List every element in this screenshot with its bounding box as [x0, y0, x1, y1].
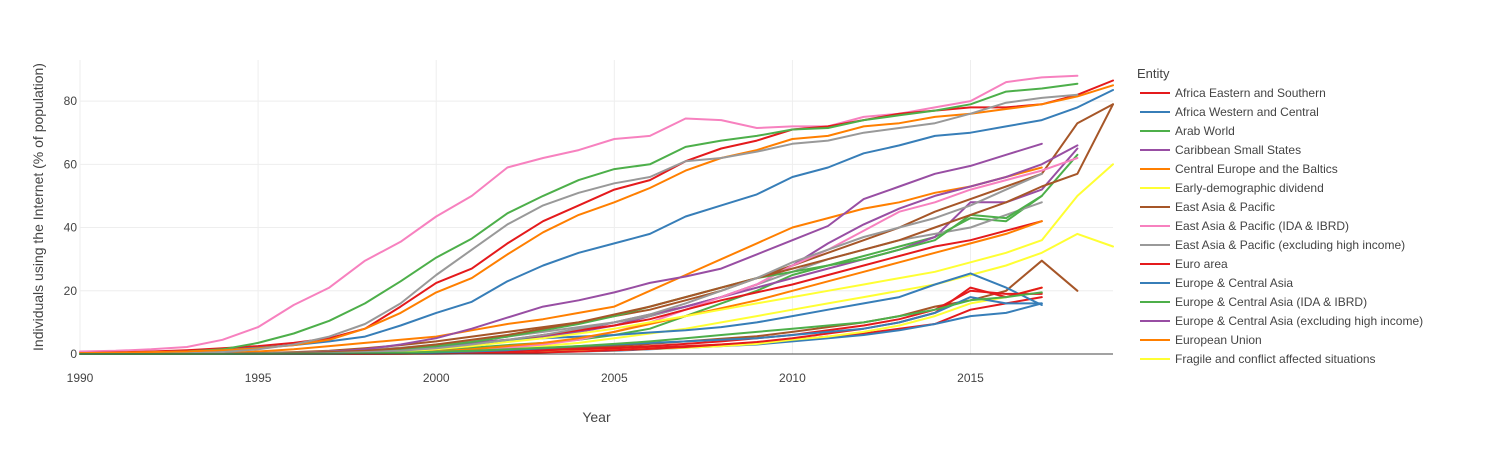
legend-label: Africa Western and Central	[1175, 105, 1319, 119]
x-tick-label: 2000	[423, 371, 450, 385]
legend-label: East Asia & Pacific (IDA & IBRD)	[1175, 219, 1349, 233]
legend-item[interactable]: Africa Western and Central	[1140, 105, 1319, 119]
x-axis-ticks: 1990 1995 2000 2005 2010 2015	[67, 371, 985, 385]
legend-item[interactable]: Fragile and conflict affected situations	[1140, 352, 1376, 366]
legend-label: Euro area	[1175, 257, 1228, 271]
legend-label: Europe & Central Asia (excluding high in…	[1175, 314, 1423, 328]
y-axis-ticks: 0 20 40 60 80	[64, 94, 78, 361]
legend-item[interactable]: Central Europe and the Baltics	[1140, 162, 1338, 176]
series-line	[79, 82, 1079, 355]
series-line	[79, 74, 1079, 353]
legend-item[interactable]: East Asia & Pacific (IDA & IBRD)	[1140, 219, 1349, 233]
legend-item[interactable]: East Asia & Pacific	[1140, 200, 1275, 214]
y-tick-label: 60	[64, 157, 78, 171]
legend-item[interactable]: Early-demographic dividend	[1140, 181, 1324, 195]
legend-item[interactable]: Euro area	[1140, 257, 1228, 271]
legend-label: Early-demographic dividend	[1175, 181, 1324, 195]
legend-item[interactable]: European Union	[1140, 333, 1262, 347]
x-tick-label: 2005	[601, 371, 628, 385]
series-line	[79, 84, 1114, 355]
legend-label: Europe & Central Asia	[1175, 276, 1293, 290]
x-tick-label: 2015	[957, 371, 984, 385]
legend-title: Entity	[1137, 66, 1170, 81]
legend-label: Africa Eastern and Southern	[1175, 86, 1326, 100]
legend-label: Fragile and conflict affected situations	[1175, 352, 1376, 366]
legend-item[interactable]: Europe & Central Asia (excluding high in…	[1140, 314, 1423, 328]
legend-label: European Union	[1175, 333, 1262, 347]
legend-item[interactable]: Arab World	[1140, 124, 1235, 138]
legend: Entity Africa Eastern and SouthernAfrica…	[1137, 66, 1423, 366]
grid	[79, 60, 1113, 354]
x-tick-label: 2010	[779, 371, 806, 385]
y-axis-title: Individuals using the Internet (% of pop…	[30, 63, 46, 351]
legend-item[interactable]: Africa Eastern and Southern	[1140, 86, 1326, 100]
x-axis-title: Year	[582, 409, 611, 425]
y-tick-label: 20	[64, 284, 78, 298]
series-line	[79, 93, 1079, 355]
legend-label: Caribbean Small States	[1175, 143, 1301, 157]
y-tick-label: 80	[64, 94, 78, 108]
legend-item[interactable]: East Asia & Pacific (excluding high inco…	[1140, 238, 1405, 252]
legend-item[interactable]: Europe & Central Asia	[1140, 276, 1293, 290]
legend-label: Central Europe and the Baltics	[1175, 162, 1338, 176]
legend-label: Arab World	[1175, 124, 1235, 138]
legend-item[interactable]: Europe & Central Asia (IDA & IBRD)	[1140, 295, 1367, 309]
series-line	[79, 166, 1043, 355]
x-tick-label: 1995	[245, 371, 272, 385]
legend-label: Europe & Central Asia (IDA & IBRD)	[1175, 295, 1367, 309]
y-tick-label: 40	[64, 221, 78, 235]
y-tick-label: 0	[70, 347, 77, 361]
legend-label: East Asia & Pacific (excluding high inco…	[1175, 238, 1405, 252]
legend-items: Africa Eastern and Southern Africa Wester…	[1140, 86, 1423, 366]
legend-item[interactable]: Caribbean Small States	[1140, 143, 1301, 157]
series-lines	[79, 74, 1114, 355]
series-line	[79, 79, 1114, 355]
legend-label: East Asia & Pacific	[1175, 200, 1275, 214]
x-tick-label: 1990	[67, 371, 94, 385]
